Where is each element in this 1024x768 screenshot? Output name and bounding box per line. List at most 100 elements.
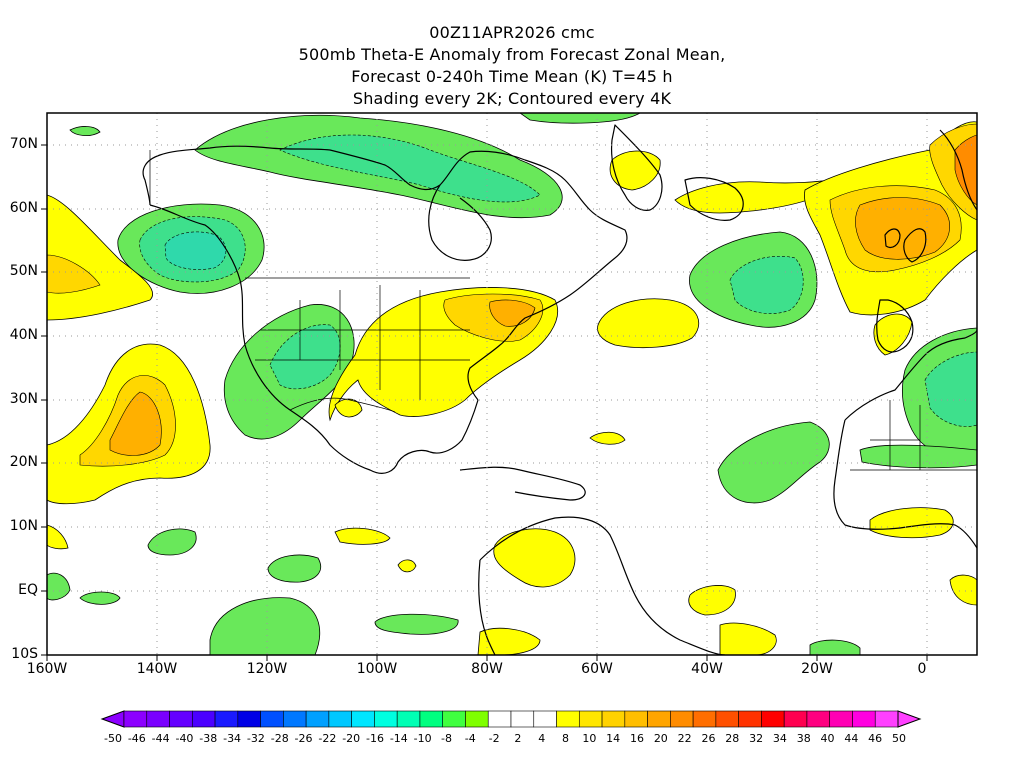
borders <box>149 150 977 471</box>
colorbar-swatch <box>146 710 170 728</box>
anomaly-neg-canada-inner <box>279 134 541 203</box>
colorbar-swatch <box>191 710 216 728</box>
anomaly-pos-pacific-sw <box>47 524 69 550</box>
map-frame <box>46 112 978 656</box>
lat-label-70n: 70N <box>9 136 38 152</box>
anomaly-pos-iberia <box>873 313 913 356</box>
colorbar-swatch <box>647 710 671 728</box>
anomaly-neg-arctic-strip <box>69 126 101 136</box>
colorbar-label: -46 <box>127 732 146 745</box>
colorbar-swatch <box>351 710 375 728</box>
anomaly-neg-greenland-top <box>519 113 641 124</box>
anomaly-neg-epac-2 <box>267 554 322 583</box>
lat-label-20n: 20N <box>9 454 38 470</box>
colorbar-swatch <box>237 710 261 728</box>
anomaly-pos-mid-atlantic <box>597 298 700 349</box>
lon-label-140w: 140W <box>136 661 178 677</box>
colorbar-swatch <box>829 710 853 728</box>
colorbar-label: -20 <box>342 732 361 745</box>
lon-label-80w: 80W <box>471 661 503 677</box>
anomaly-pos-hawaii-core <box>109 391 162 456</box>
anomaly-neg-epac-6 <box>47 572 71 601</box>
colorbar-swatch <box>670 710 694 728</box>
anomaly-neg-epac-1 <box>209 597 321 655</box>
colorbar-swatch <box>465 710 489 728</box>
anomaly-pos-europe-core <box>855 197 950 260</box>
lon-label-120w: 120W <box>246 661 288 677</box>
colorbar-label: -28 <box>270 732 289 745</box>
anomaly-neg-eatl-eq <box>809 639 861 655</box>
colorbar-swatch <box>442 710 466 728</box>
colorbar-label: -4 <box>464 732 476 745</box>
title-line-4: Shading every 2K; Contoured every 4K <box>352 89 672 108</box>
lon-label-40w: 40W <box>691 661 723 677</box>
anomaly-neg-tropical-atlantic <box>717 421 830 504</box>
colorbar-label: 26 <box>701 732 716 745</box>
anomaly-pos-ne-pacific-inner <box>47 254 101 294</box>
colorbar-label: -40 <box>175 732 194 745</box>
colorbar-label: -32 <box>246 732 265 745</box>
colorbar-label: 2 <box>514 732 522 745</box>
lon-label-100w: 100W <box>356 661 398 677</box>
colorbar-swatch <box>260 710 284 728</box>
lat-label-eq: EQ <box>18 582 38 598</box>
colorbar-label: 10 <box>582 732 597 745</box>
anomaly-neg-epac-4 <box>374 613 459 635</box>
anomaly-pos-greenland <box>609 150 661 191</box>
colorbar-label: -22 <box>318 732 337 745</box>
colorbar-swatch <box>692 710 717 728</box>
colorbar-swatch <box>419 710 444 728</box>
title-line-1: 00Z11APR2026 cmc <box>429 23 595 42</box>
colorbar-swatch <box>852 710 876 728</box>
colorbar-swatch <box>374 710 398 728</box>
anomaly-pos-west-africa <box>869 507 954 539</box>
colorbar-label: 44 <box>844 732 859 745</box>
colorbar-swatch <box>123 710 148 728</box>
lat-lon-grid <box>47 113 977 655</box>
colorbar-label: 34 <box>772 732 787 745</box>
anomaly-pos-caribbean-1 <box>589 431 626 445</box>
colorbar-label: -2 <box>488 732 500 745</box>
colorbar-swatch <box>305 710 330 728</box>
colorbar-swatch <box>169 710 193 728</box>
anomaly-neg-sahel-strip <box>859 444 977 469</box>
colorbar-label: 8 <box>562 732 570 745</box>
lat-label-40n: 40N <box>9 327 38 343</box>
colorbar-swatch <box>533 710 557 728</box>
anomaly-neg-epac-3 <box>147 528 197 556</box>
anomaly-pos-gulf-strip <box>334 398 363 418</box>
colorbar-swatch <box>874 710 899 728</box>
colorbar-label: 32 <box>749 732 764 745</box>
lon-label-20w: 20W <box>801 661 833 677</box>
colorbar-label: -10 <box>413 732 432 745</box>
colorbar-swatch <box>510 710 535 728</box>
anomaly-pos-atl-eq <box>688 585 736 616</box>
colorbar-swatch <box>214 710 239 728</box>
colorbar-swatch <box>624 710 648 728</box>
colorbar-swatch <box>806 710 831 728</box>
colorbar-swatch <box>283 710 307 728</box>
colorbar-label: 16 <box>630 732 644 745</box>
colorbar-label: 50 <box>892 732 906 745</box>
map-ticks <box>41 144 928 661</box>
colorbar-swatch <box>487 710 512 728</box>
anomaly-pos-epac-small <box>397 559 417 573</box>
colorbar-label: 28 <box>725 732 740 745</box>
colorbar-label: -38 <box>199 732 218 745</box>
colorbar-swatch <box>783 710 808 728</box>
lat-label-50n: 50N <box>9 263 38 279</box>
anomaly-neg-central-atlantic-inner <box>729 255 804 314</box>
colorbar-swatch <box>578 710 603 728</box>
title-line-2: 500mb Theta-E Anomaly from Forecast Zona… <box>298 45 726 64</box>
anomaly-neg-gulf-core <box>164 231 227 270</box>
colorbar-label: 20 <box>653 732 668 745</box>
colorbar-label: -44 <box>151 732 170 745</box>
colorbar-swatch <box>738 710 762 728</box>
anomaly-neg-epac-5 <box>79 591 121 605</box>
colorbar-arrow-right <box>897 710 922 728</box>
lon-label-160w: 160W <box>26 661 68 677</box>
colorbar-label: 14 <box>606 732 621 745</box>
colorbar-label: 22 <box>677 732 692 745</box>
anomaly-pos-south-america <box>493 528 576 588</box>
